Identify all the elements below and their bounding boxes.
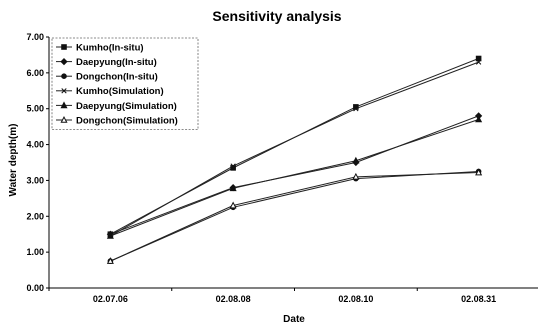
legend-entry: Daepyung(In-situ) bbox=[56, 57, 157, 68]
series-line bbox=[110, 170, 479, 262]
legend-entry: Daepyung(Simulation) bbox=[56, 101, 177, 112]
y-tick-label: 3.00 bbox=[26, 175, 44, 185]
y-tick-label: 5.00 bbox=[26, 104, 44, 114]
legend-label: Daepyung(Simulation) bbox=[76, 101, 177, 112]
series-lines bbox=[106, 55, 483, 264]
legend-label: Daepyung(In-situ) bbox=[76, 57, 157, 68]
y-tick-label: 0.00 bbox=[26, 283, 44, 293]
legend-label: Kumho(Simulation) bbox=[76, 86, 164, 97]
legend-entry: Dongchon(In-situ) bbox=[56, 72, 158, 83]
x-tick-label: 02.08.10 bbox=[338, 294, 373, 304]
x-tick-label: 02.08.31 bbox=[461, 294, 496, 304]
y-tick-label: 4.00 bbox=[26, 140, 44, 150]
series-line bbox=[110, 115, 479, 235]
legend-entry: Kumho(Simulation) bbox=[56, 86, 164, 97]
series-line bbox=[110, 118, 479, 237]
series-6 bbox=[106, 168, 483, 264]
data-point bbox=[352, 172, 360, 180]
x-tick-label: 02.07.06 bbox=[93, 294, 128, 304]
legend-label: Dongchon(Simulation) bbox=[76, 115, 178, 126]
y-tick-label: 6.00 bbox=[26, 68, 44, 78]
y-tick-label: 7.00 bbox=[26, 32, 44, 42]
legend: Kumho(In-situ) Daepyung(In-situ) Dongchon(… bbox=[51, 37, 199, 130]
legend-label: Dongchon(In-situ) bbox=[76, 72, 158, 83]
chart-title: Sensitivity analysis bbox=[212, 8, 341, 24]
data-point bbox=[475, 115, 483, 123]
data-point bbox=[60, 101, 68, 109]
data-point bbox=[352, 156, 360, 164]
data-point bbox=[230, 163, 236, 169]
series-5 bbox=[106, 115, 483, 239]
data-point bbox=[60, 116, 68, 123]
data-point bbox=[475, 55, 482, 62]
y-tick-label: 1.00 bbox=[26, 247, 44, 257]
y-axis-label: Water depth(m) bbox=[8, 124, 19, 197]
data-point bbox=[60, 57, 68, 66]
legend-box bbox=[51, 37, 199, 130]
legend-entry: Kumho(In-situ) bbox=[56, 42, 144, 53]
series-line bbox=[110, 172, 479, 262]
data-point bbox=[61, 88, 67, 94]
data-point bbox=[61, 44, 67, 50]
data-point bbox=[475, 59, 482, 65]
x-tick-label: 02.08.08 bbox=[216, 294, 251, 304]
series-3 bbox=[107, 168, 482, 264]
y-tick-labels: 0.00 1.00 2.00 3.00 4.00 5.00 6.00 7.00 bbox=[26, 32, 44, 293]
x-tick-labels: 02.07.06 02.08.08 02.08.10 02.08.31 bbox=[93, 294, 496, 304]
legend-label: Kumho(In-situ) bbox=[76, 42, 144, 53]
x-axis-label: Date bbox=[283, 314, 305, 323]
data-point bbox=[106, 232, 114, 239]
series-line bbox=[110, 61, 479, 237]
data-point bbox=[229, 184, 237, 192]
data-point bbox=[106, 257, 114, 264]
data-point bbox=[475, 168, 483, 176]
data-point bbox=[353, 106, 359, 112]
legend-entry: Dongchon(Simulation) bbox=[56, 115, 178, 126]
axes bbox=[46, 36, 538, 291]
data-point bbox=[229, 201, 237, 209]
data-point bbox=[61, 73, 67, 79]
y-tick-label: 2.00 bbox=[26, 211, 44, 221]
